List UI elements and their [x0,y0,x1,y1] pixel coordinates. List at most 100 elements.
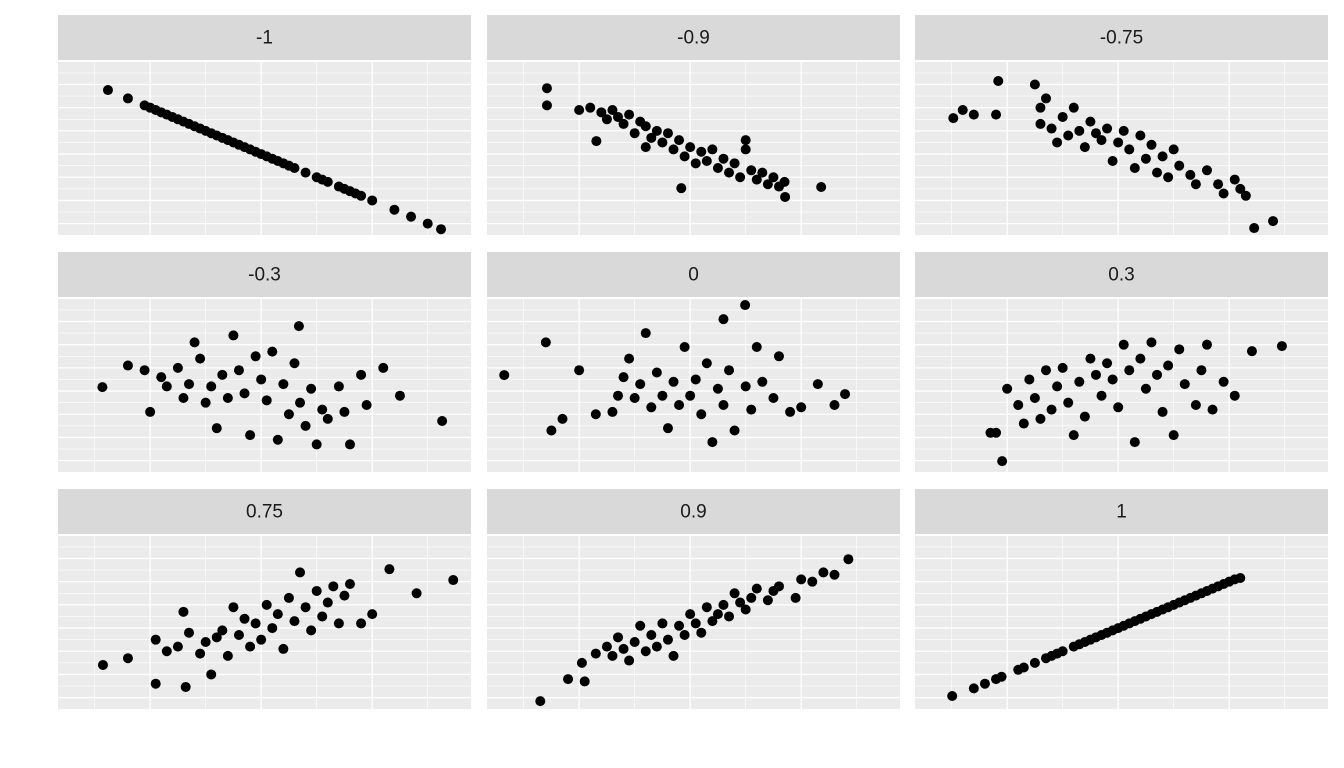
point [448,575,459,586]
point [1157,406,1168,417]
point [796,574,807,585]
point [1190,399,1201,410]
point [1068,430,1079,441]
point [657,618,668,629]
point [991,427,1002,438]
point [422,218,433,229]
point [184,627,195,638]
point [1140,383,1151,394]
point [540,337,551,348]
point [267,346,278,357]
point [1213,179,1224,190]
point [245,641,256,652]
point [311,439,322,450]
point [579,676,590,687]
point [1201,339,1212,350]
point [1029,393,1040,404]
point [735,172,746,183]
point [596,107,607,118]
point [317,404,328,415]
point [1013,399,1024,410]
point [607,650,618,661]
point [679,151,690,162]
strip [58,489,471,534]
point [195,353,206,364]
point [947,691,958,702]
point [762,595,773,606]
point [1179,379,1190,390]
point [189,337,200,348]
point [546,425,557,436]
strip [915,252,1328,297]
point [816,181,827,192]
point [829,399,840,410]
strip [915,489,1328,534]
strip-label: 0.3 [1108,265,1134,286]
point [436,224,447,235]
point [768,172,779,183]
point [1218,188,1229,199]
point [161,646,172,657]
point [1129,437,1140,448]
point [635,379,646,390]
point [1074,125,1085,136]
point [1102,358,1113,369]
point [356,369,367,380]
point [668,650,679,661]
point [1079,411,1090,422]
point [662,634,673,645]
point [735,597,746,608]
point [541,100,552,111]
point [618,118,629,129]
point [122,653,133,664]
point [1085,353,1096,364]
point [206,381,217,392]
point [333,381,344,392]
point [1124,365,1135,376]
panel [915,299,1328,472]
point [707,144,718,155]
point [300,602,311,613]
point [222,393,233,404]
point [724,167,735,178]
point [228,602,239,613]
point [139,365,150,376]
strip-label: 0 [688,265,699,286]
point [261,395,272,406]
point [289,162,300,173]
point [1107,374,1118,385]
point [195,648,206,659]
point [662,423,673,434]
point [206,669,217,680]
point [746,592,757,603]
point [389,204,400,215]
point [968,109,979,120]
point [676,183,687,194]
point [991,109,1002,120]
point [640,121,651,132]
point [295,397,306,408]
point [1035,413,1046,424]
point [635,620,646,631]
point [1201,165,1212,176]
point [306,625,317,636]
point [1113,137,1124,148]
point [1174,160,1185,171]
point [679,630,690,641]
point [629,128,640,139]
point [707,616,718,627]
point [1168,430,1179,441]
point [746,404,757,415]
point [712,609,723,620]
point [256,634,267,645]
point [406,211,417,222]
point [751,583,762,594]
strip-label: -1 [256,28,273,49]
strip-label: -0.75 [1100,28,1143,49]
point [228,330,239,341]
point [601,641,612,652]
point [701,602,712,613]
point [233,365,244,376]
point [607,406,618,417]
